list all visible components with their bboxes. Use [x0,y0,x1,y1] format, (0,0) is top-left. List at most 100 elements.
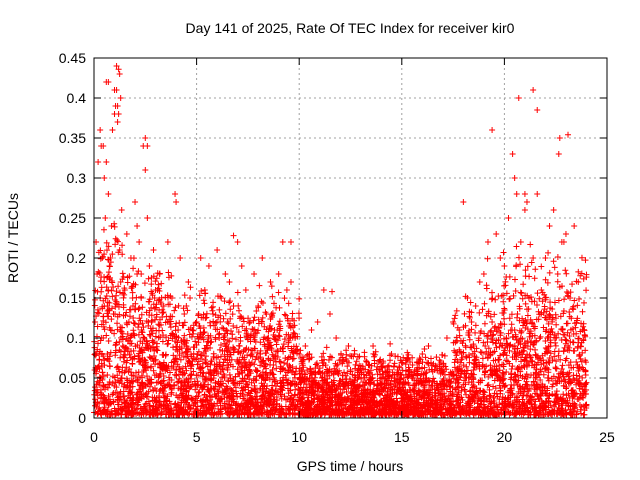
data-point [523,320,530,327]
data-point [519,295,526,302]
data-point [427,355,434,362]
data-point [128,283,135,290]
data-point [338,352,345,359]
data-point [178,391,185,398]
data-point [416,379,423,386]
data-point [524,326,531,333]
data-point [303,381,310,388]
data-point [98,288,105,295]
data-point [341,401,348,408]
data-point [272,358,279,365]
data-point [500,350,507,357]
data-point [155,379,162,386]
data-point [309,379,316,386]
data-point [478,328,485,335]
data-point [106,411,113,418]
data-point [560,239,567,245]
data-point [431,386,438,393]
data-point [199,373,206,380]
data-point [140,334,147,341]
data-point [168,377,175,384]
data-point [210,318,217,325]
data-point [192,386,199,393]
data-point [159,327,166,334]
data-point [267,316,274,323]
data-point [561,344,568,351]
data-point [399,395,406,402]
data-point [577,406,584,413]
data-point [480,339,487,346]
data-point [275,289,282,296]
data-point [197,352,204,359]
data-point [123,398,130,405]
data-point [181,292,188,299]
data-point [277,323,284,330]
data-point [418,394,425,401]
data-point [516,317,523,324]
data-point [243,364,250,371]
data-point [250,375,257,382]
data-point [358,375,365,382]
data-point [414,368,421,375]
data-point [402,379,409,386]
data-point [144,340,151,347]
data-point [462,293,469,300]
data-point [186,410,193,417]
data-point [251,382,258,389]
data-point [246,396,253,403]
data-point [580,320,587,327]
data-point [536,311,543,318]
data-point [162,411,169,418]
data-point [290,343,297,350]
data-point [581,411,588,418]
data-point [100,395,107,402]
data-point [226,299,233,306]
data-point [563,355,570,362]
data-point [146,331,153,338]
data-point [229,335,236,342]
data-point [266,401,273,408]
data-point [173,372,180,379]
data-point [472,303,479,309]
data-point [458,394,465,401]
data-point [296,365,303,372]
data-point [499,309,506,316]
data-point [443,335,450,341]
data-point [263,398,270,405]
data-point [331,365,338,372]
data-point [100,313,107,320]
data-point [235,302,242,309]
data-point [91,302,98,309]
data-point [97,337,104,344]
data-point [343,358,350,365]
data-point [110,284,117,291]
data-point [519,392,526,399]
data-point [485,411,492,418]
data-point [411,377,418,384]
data-point [92,287,99,294]
data-point [246,392,253,399]
data-point [228,356,235,363]
data-point [254,399,261,406]
data-point [229,311,236,318]
data-point [240,315,247,322]
data-point [422,354,429,361]
data-point [238,263,245,269]
data-point [349,411,356,418]
data-point [105,191,112,197]
data-point [208,304,215,311]
data-point [227,306,234,313]
data-point [528,394,535,401]
data-point [484,255,491,262]
data-point [351,391,358,398]
data-point [207,339,214,346]
data-point [166,301,173,308]
data-point [117,95,124,101]
data-point [165,374,172,381]
data-point [202,359,209,366]
data-point [208,385,215,392]
data-point [244,391,251,398]
data-point [319,389,326,396]
data-point [210,311,217,317]
data-point [200,370,207,377]
